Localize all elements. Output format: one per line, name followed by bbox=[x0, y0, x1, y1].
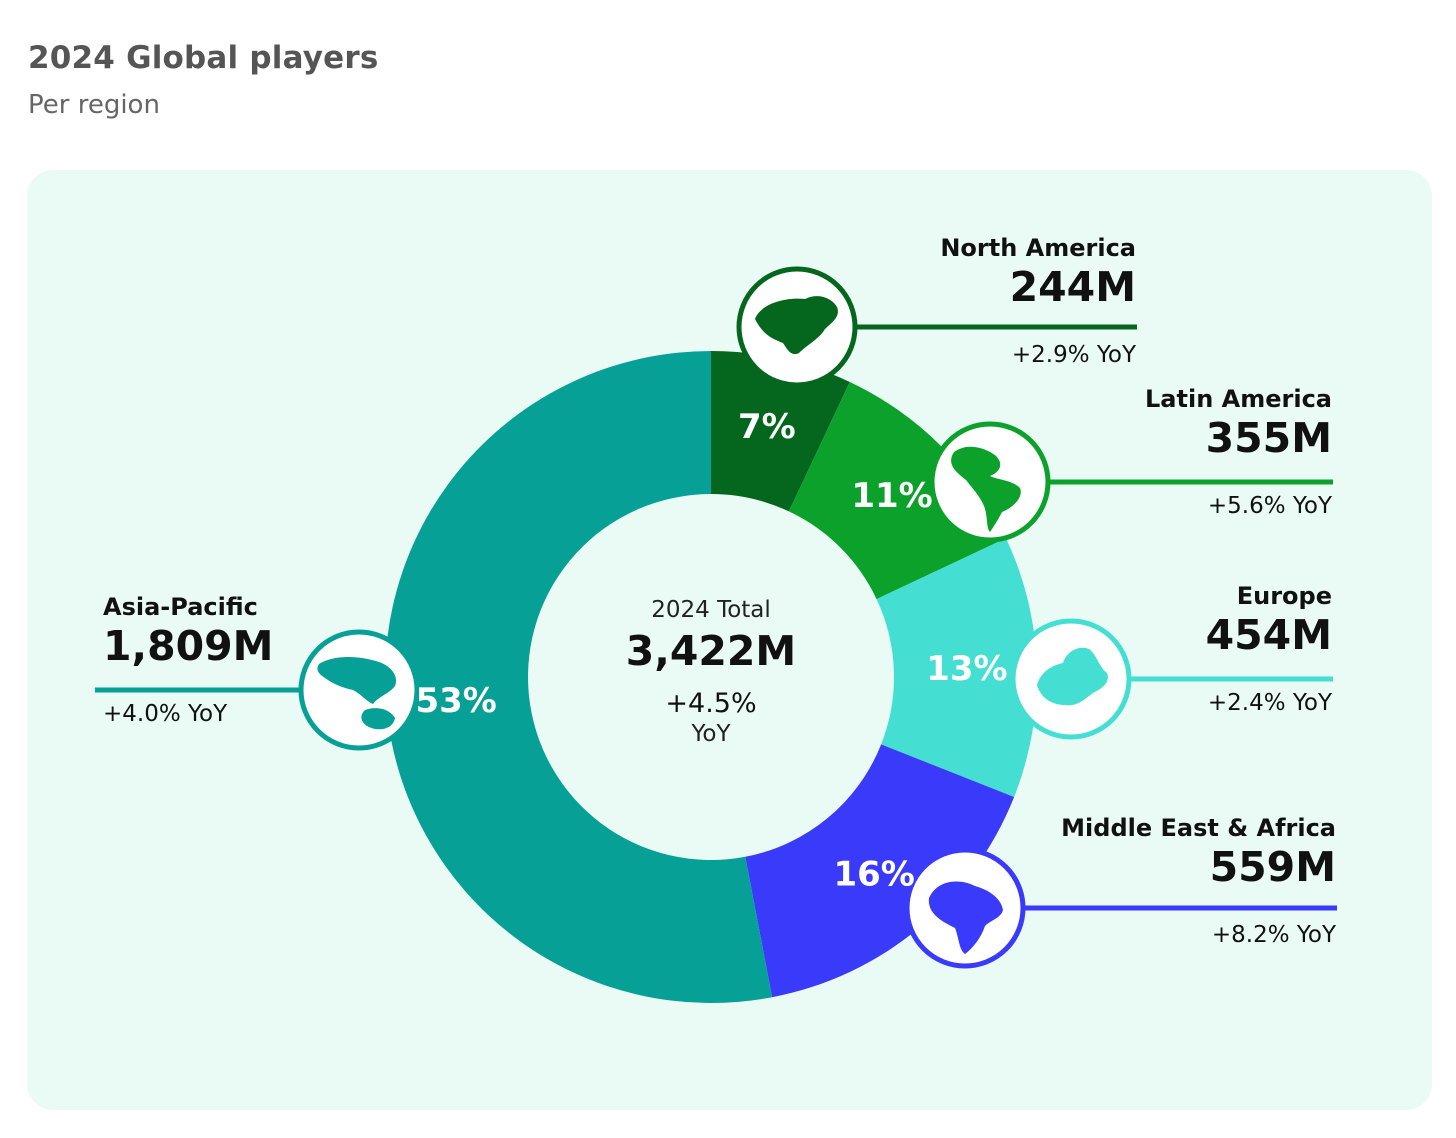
map-shape bbox=[317, 657, 397, 730]
region-players: 559M bbox=[1209, 843, 1336, 891]
region-players: 454M bbox=[1205, 611, 1332, 659]
asia-pacific-map-icon bbox=[298, 629, 420, 751]
region-name: Europe bbox=[1236, 582, 1332, 610]
map-shape bbox=[1037, 647, 1108, 706]
slice-middle-east-and-africa bbox=[745, 744, 1015, 998]
region-name: Asia-Pacific bbox=[103, 593, 258, 621]
region-name: Middle East & Africa bbox=[1061, 814, 1336, 842]
slice-europe bbox=[876, 538, 1037, 798]
africa-middle-east-map-icon bbox=[904, 847, 1026, 969]
region-name: North America bbox=[940, 234, 1136, 262]
region-yoy: +4.0% YoY bbox=[103, 701, 228, 727]
region-label-middle-east-africa: Middle East & Africa 559M +8.2% YoY bbox=[1036, 813, 1336, 949]
region-yoy: +2.4% YoY bbox=[1207, 690, 1332, 716]
europe-map-icon bbox=[1010, 618, 1132, 740]
north-america-map-icon bbox=[736, 266, 858, 388]
latin-america-map-icon bbox=[929, 421, 1051, 543]
region-yoy: +8.2% YoY bbox=[1211, 922, 1336, 948]
slice-latin-america bbox=[788, 382, 1006, 600]
region-players: 1,809M bbox=[103, 622, 274, 670]
slice-percent-label: 16% bbox=[833, 854, 914, 894]
region-label-latin-america: Latin America 355M +5.6% YoY bbox=[1032, 384, 1332, 520]
map-shape bbox=[755, 296, 838, 355]
chart-title: 2024 Global players bbox=[28, 40, 379, 76]
region-label-asia-pacific: Asia-Pacific 1,809M +4.0% YoY bbox=[103, 592, 403, 728]
center-total: 2024 Total 3,422M +4.5% YoY bbox=[611, 596, 811, 748]
region-label-north-america: North America 244M +2.9% YoY bbox=[836, 233, 1136, 369]
slice-percent-label: 53% bbox=[415, 681, 496, 721]
chart-subtitle: Per region bbox=[28, 90, 160, 120]
slice-percent-label: 11% bbox=[851, 476, 932, 516]
map-shape bbox=[928, 881, 1003, 954]
region-players: 244M bbox=[1009, 263, 1136, 311]
center-total-yoy-value: +4.5% bbox=[665, 688, 757, 719]
region-yoy: +5.6% YoY bbox=[1207, 493, 1332, 519]
slice-asia-pacific bbox=[384, 350, 773, 1004]
region-name: Latin America bbox=[1145, 385, 1332, 413]
slice-percent-label: 13% bbox=[926, 649, 1007, 689]
center-total-value: 3,422M bbox=[625, 627, 797, 675]
region-label-europe: Europe 454M +2.4% YoY bbox=[1032, 581, 1332, 717]
slice-percent-label: 7% bbox=[738, 407, 796, 447]
slice-north-america bbox=[711, 351, 850, 512]
region-yoy: +2.9% YoY bbox=[1011, 342, 1136, 368]
center-total-label: 2024 Total bbox=[651, 597, 771, 623]
region-players: 355M bbox=[1205, 414, 1332, 462]
center-total-yoy-unit: YoY bbox=[691, 721, 731, 747]
map-shape bbox=[951, 446, 1021, 532]
